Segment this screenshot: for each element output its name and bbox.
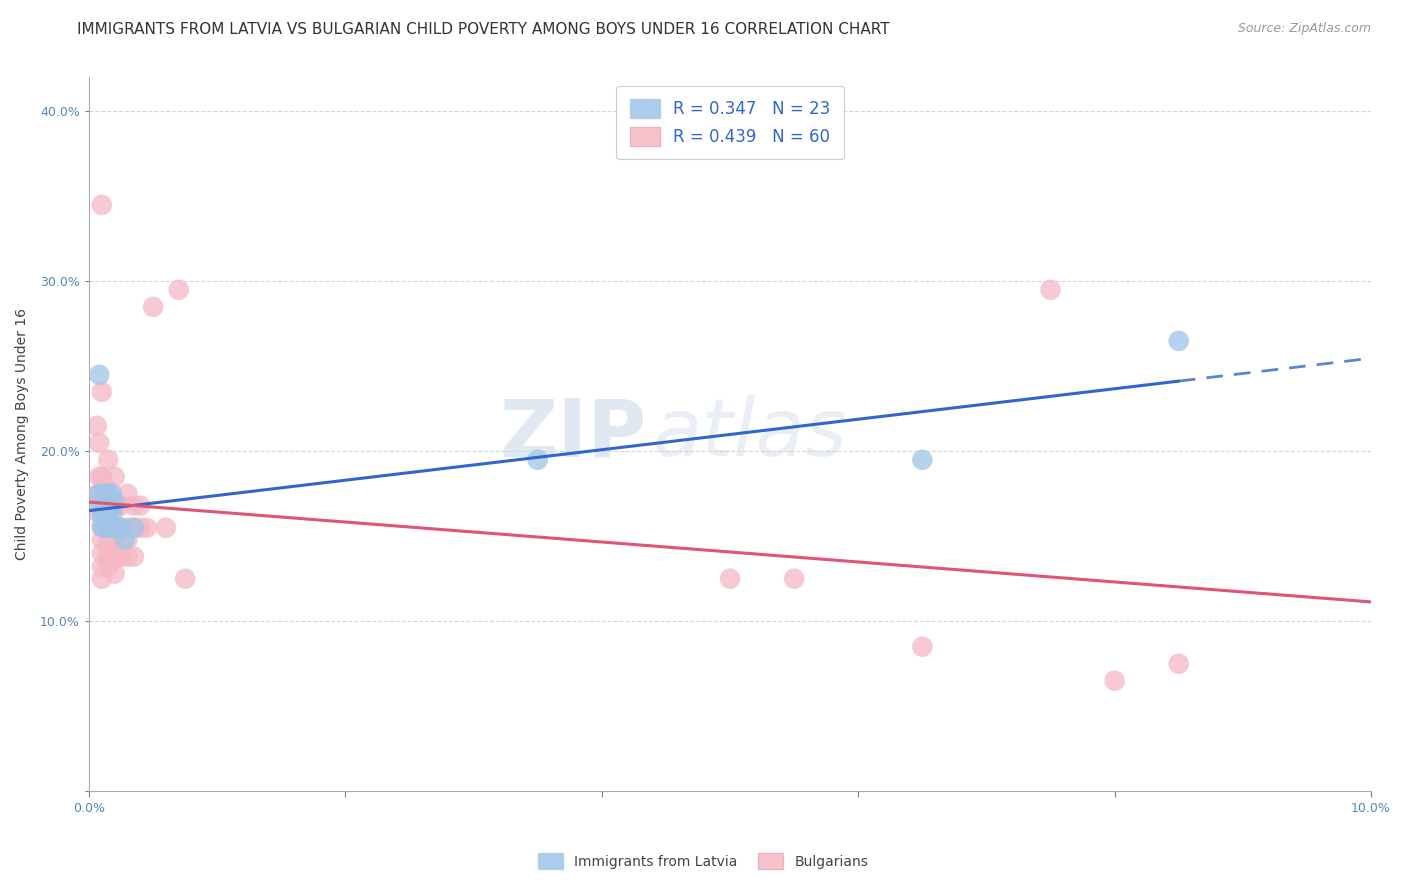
Point	[911, 640, 934, 654]
Point	[89, 470, 111, 484]
Point	[142, 300, 165, 314]
Point	[104, 521, 127, 535]
Point	[104, 470, 127, 484]
Point	[101, 521, 124, 535]
Point	[110, 499, 132, 513]
Point	[87, 487, 110, 501]
Point	[104, 549, 127, 564]
Point	[104, 521, 127, 535]
Point	[90, 470, 112, 484]
Point	[93, 499, 115, 513]
Point	[90, 499, 112, 513]
Point	[97, 504, 120, 518]
Point	[101, 499, 124, 513]
Point	[101, 507, 124, 521]
Point	[110, 549, 132, 564]
Point	[83, 504, 105, 518]
Point	[90, 533, 112, 547]
Legend: Immigrants from Latvia, Bulgarians: Immigrants from Latvia, Bulgarians	[531, 847, 875, 876]
Point	[129, 499, 152, 513]
Point	[97, 521, 120, 535]
Point	[718, 572, 741, 586]
Point	[90, 384, 112, 399]
Point	[1167, 334, 1189, 348]
Point	[86, 418, 108, 433]
Point	[90, 198, 112, 212]
Point	[526, 452, 548, 467]
Text: ZIP: ZIP	[499, 395, 647, 474]
Point	[105, 521, 128, 535]
Point	[1039, 283, 1062, 297]
Text: IMMIGRANTS FROM LATVIA VS BULGARIAN CHILD POVERTY AMONG BOYS UNDER 16 CORRELATIO: IMMIGRANTS FROM LATVIA VS BULGARIAN CHIL…	[77, 22, 890, 37]
Point	[117, 549, 139, 564]
Point	[97, 487, 120, 501]
Point	[93, 487, 115, 501]
Point	[104, 533, 127, 547]
Point	[105, 499, 128, 513]
Point	[90, 572, 112, 586]
Point	[97, 487, 120, 501]
Point	[167, 283, 190, 297]
Point	[129, 521, 152, 535]
Point	[104, 499, 127, 513]
Point	[90, 521, 112, 535]
Point	[783, 572, 806, 586]
Point	[97, 559, 120, 574]
Point	[122, 521, 145, 535]
Point	[94, 499, 117, 513]
Point	[90, 508, 112, 523]
Point	[104, 566, 127, 581]
Point	[117, 521, 139, 535]
Text: atlas: atlas	[654, 395, 848, 474]
Point	[97, 533, 120, 547]
Text: Source: ZipAtlas.com: Source: ZipAtlas.com	[1237, 22, 1371, 36]
Point	[93, 478, 115, 492]
Point	[155, 521, 177, 535]
Point	[101, 487, 124, 501]
Point	[110, 521, 132, 535]
Point	[90, 519, 112, 533]
Point	[122, 521, 145, 535]
Point	[89, 368, 111, 382]
Point	[122, 499, 145, 513]
Point	[105, 521, 128, 535]
Point	[135, 521, 157, 535]
Point	[104, 495, 127, 509]
Point	[90, 546, 112, 560]
Point	[97, 452, 120, 467]
Point	[174, 572, 197, 586]
Point	[1104, 673, 1126, 688]
Point	[117, 487, 139, 501]
Point	[89, 487, 111, 501]
Point	[90, 487, 112, 501]
Point	[90, 559, 112, 574]
Point	[97, 546, 120, 560]
Point	[911, 452, 934, 467]
Point	[93, 507, 115, 521]
Point	[90, 487, 112, 501]
Point	[93, 521, 115, 535]
Point	[114, 533, 136, 547]
Point	[93, 521, 115, 535]
Point	[1167, 657, 1189, 671]
Point	[122, 549, 145, 564]
Point	[117, 533, 139, 547]
Point	[90, 504, 112, 518]
Point	[101, 538, 124, 552]
Legend: R = 0.347   N = 23, R = 0.439   N = 60: R = 0.347 N = 23, R = 0.439 N = 60	[616, 86, 844, 160]
Point	[97, 521, 120, 535]
Point	[97, 507, 120, 521]
Y-axis label: Child Poverty Among Boys Under 16: Child Poverty Among Boys Under 16	[15, 309, 30, 560]
Point	[110, 521, 132, 535]
Point	[89, 435, 111, 450]
